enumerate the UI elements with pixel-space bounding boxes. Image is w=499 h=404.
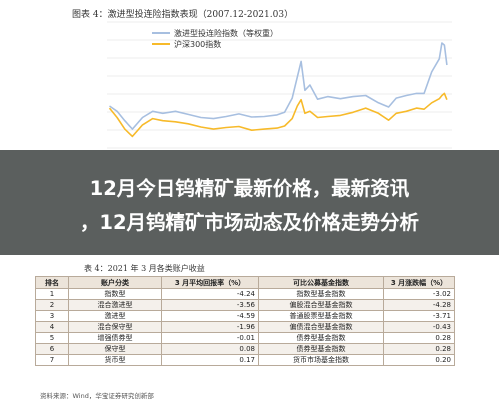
banner-title-line-1: 12月今日钨精矿最新价格，最新资讯 xyxy=(89,177,410,200)
table-row: 7 货币型 0.17 货币市场基金指数 0.20 xyxy=(35,354,455,366)
legend-label-1: 激进型投连险指数（等权重） xyxy=(174,28,278,38)
cell-avg-return: 0.17 xyxy=(161,354,259,366)
cell-change: 0.28 xyxy=(383,332,455,344)
cell-rank: 1 xyxy=(35,288,69,300)
header-rank: 排名 xyxy=(35,276,69,289)
cell-rank: 6 xyxy=(35,343,69,355)
table-row: 4 混合保守型 -1.96 偏债混合型基金指数 -0.43 xyxy=(35,321,455,333)
cell-fund-index: 普通股票型基金指数 xyxy=(258,310,384,322)
cell-account-type: 增强债券型 xyxy=(68,332,162,344)
table-row: 5 增强债券型 -0.01 债券型基金指数 0.28 xyxy=(35,332,455,344)
cell-account-type: 保守型 xyxy=(68,343,162,355)
table-row: 2 混合激进型 -3.56 偏股混合型基金指数 -4.28 xyxy=(35,299,455,311)
header-account-type: 账户分类 xyxy=(68,276,162,289)
cell-account-type: 货币型 xyxy=(68,354,162,366)
cell-avg-return: -4.24 xyxy=(161,288,259,300)
source-note: 资料来源：Wind，华宝证券研究创新部 xyxy=(40,392,154,400)
series-line-1 xyxy=(109,42,448,130)
chart-lines xyxy=(108,42,448,138)
cell-rank: 5 xyxy=(35,332,69,344)
cell-avg-return: 0.08 xyxy=(161,343,259,355)
cell-account-type: 混合保守型 xyxy=(68,321,162,333)
header-avg-return: 3 月平均回报率（%） xyxy=(161,276,259,289)
cell-fund-index: 指数型基金指数 xyxy=(258,288,384,300)
cell-change: -3.71 xyxy=(383,310,455,322)
header-change: 3 月涨跌幅（%） xyxy=(383,276,455,289)
line-chart: 激进型投连险指数（等权重）沪深300指数 xyxy=(107,21,452,149)
cell-fund-index: 货币市场基金指数 xyxy=(258,354,384,366)
table-caption: 表 4：2021 年 3 月各类账户收益 xyxy=(84,264,205,273)
cell-rank: 4 xyxy=(35,321,69,333)
table-row: 6 保守型 0.08 债券型基金指数 0.28 xyxy=(35,343,455,355)
cell-change: -4.28 xyxy=(383,299,455,311)
title-banner: 12月今日钨精矿最新价格，最新资讯 ，12月钨精矿市场动态及价格走势分析 xyxy=(0,150,499,255)
cell-account-type: 指数型 xyxy=(68,288,162,300)
cell-avg-return: -0.01 xyxy=(161,332,259,344)
legend-label-2: 沪深300指数 xyxy=(174,39,221,49)
cell-rank: 7 xyxy=(35,354,69,366)
series-line-2 xyxy=(108,92,448,138)
table-header-row: 排名 账户分类 3 月平均回报率（%） 可比公募基金指数 3 月涨跌幅（%） xyxy=(35,276,455,289)
table-row: 1 指数型 -4.24 指数型基金指数 -3.02 xyxy=(35,288,455,300)
cell-rank: 2 xyxy=(35,299,69,311)
cell-change: -0.43 xyxy=(383,321,455,333)
cell-change: 0.28 xyxy=(383,343,455,355)
chart-legend: 激进型投连险指数（等权重）沪深300指数 xyxy=(152,28,278,49)
table-row: 3 激进型 -4.59 普通股票型基金指数 -3.71 xyxy=(35,310,455,322)
cell-fund-index: 偏股混合型基金指数 xyxy=(258,299,384,311)
cell-avg-return: -3.56 xyxy=(161,299,259,311)
figure-caption: 图表 4：激进型投连险指数表现（2007.12-2021.03） xyxy=(72,10,294,20)
returns-table: 排名 账户分类 3 月平均回报率（%） 可比公募基金指数 3 月涨跌幅（%） 1… xyxy=(35,276,455,366)
cell-change: -3.02 xyxy=(383,288,455,300)
cell-change: 0.20 xyxy=(383,354,455,366)
header-fund-index: 可比公募基金指数 xyxy=(258,276,384,289)
cell-rank: 3 xyxy=(35,310,69,322)
banner-title-line-2: ，12月钨精矿市场动态及价格走势分析 xyxy=(79,211,420,234)
cell-avg-return: -4.59 xyxy=(161,310,259,322)
cell-account-type: 激进型 xyxy=(68,310,162,322)
cell-fund-index: 债券型基金指数 xyxy=(258,343,384,355)
cell-avg-return: -1.96 xyxy=(161,321,259,333)
cell-fund-index: 债券型基金指数 xyxy=(258,332,384,344)
cell-account-type: 混合激进型 xyxy=(68,299,162,311)
chart-grid xyxy=(107,21,452,149)
cell-fund-index: 偏债混合型基金指数 xyxy=(258,321,384,333)
